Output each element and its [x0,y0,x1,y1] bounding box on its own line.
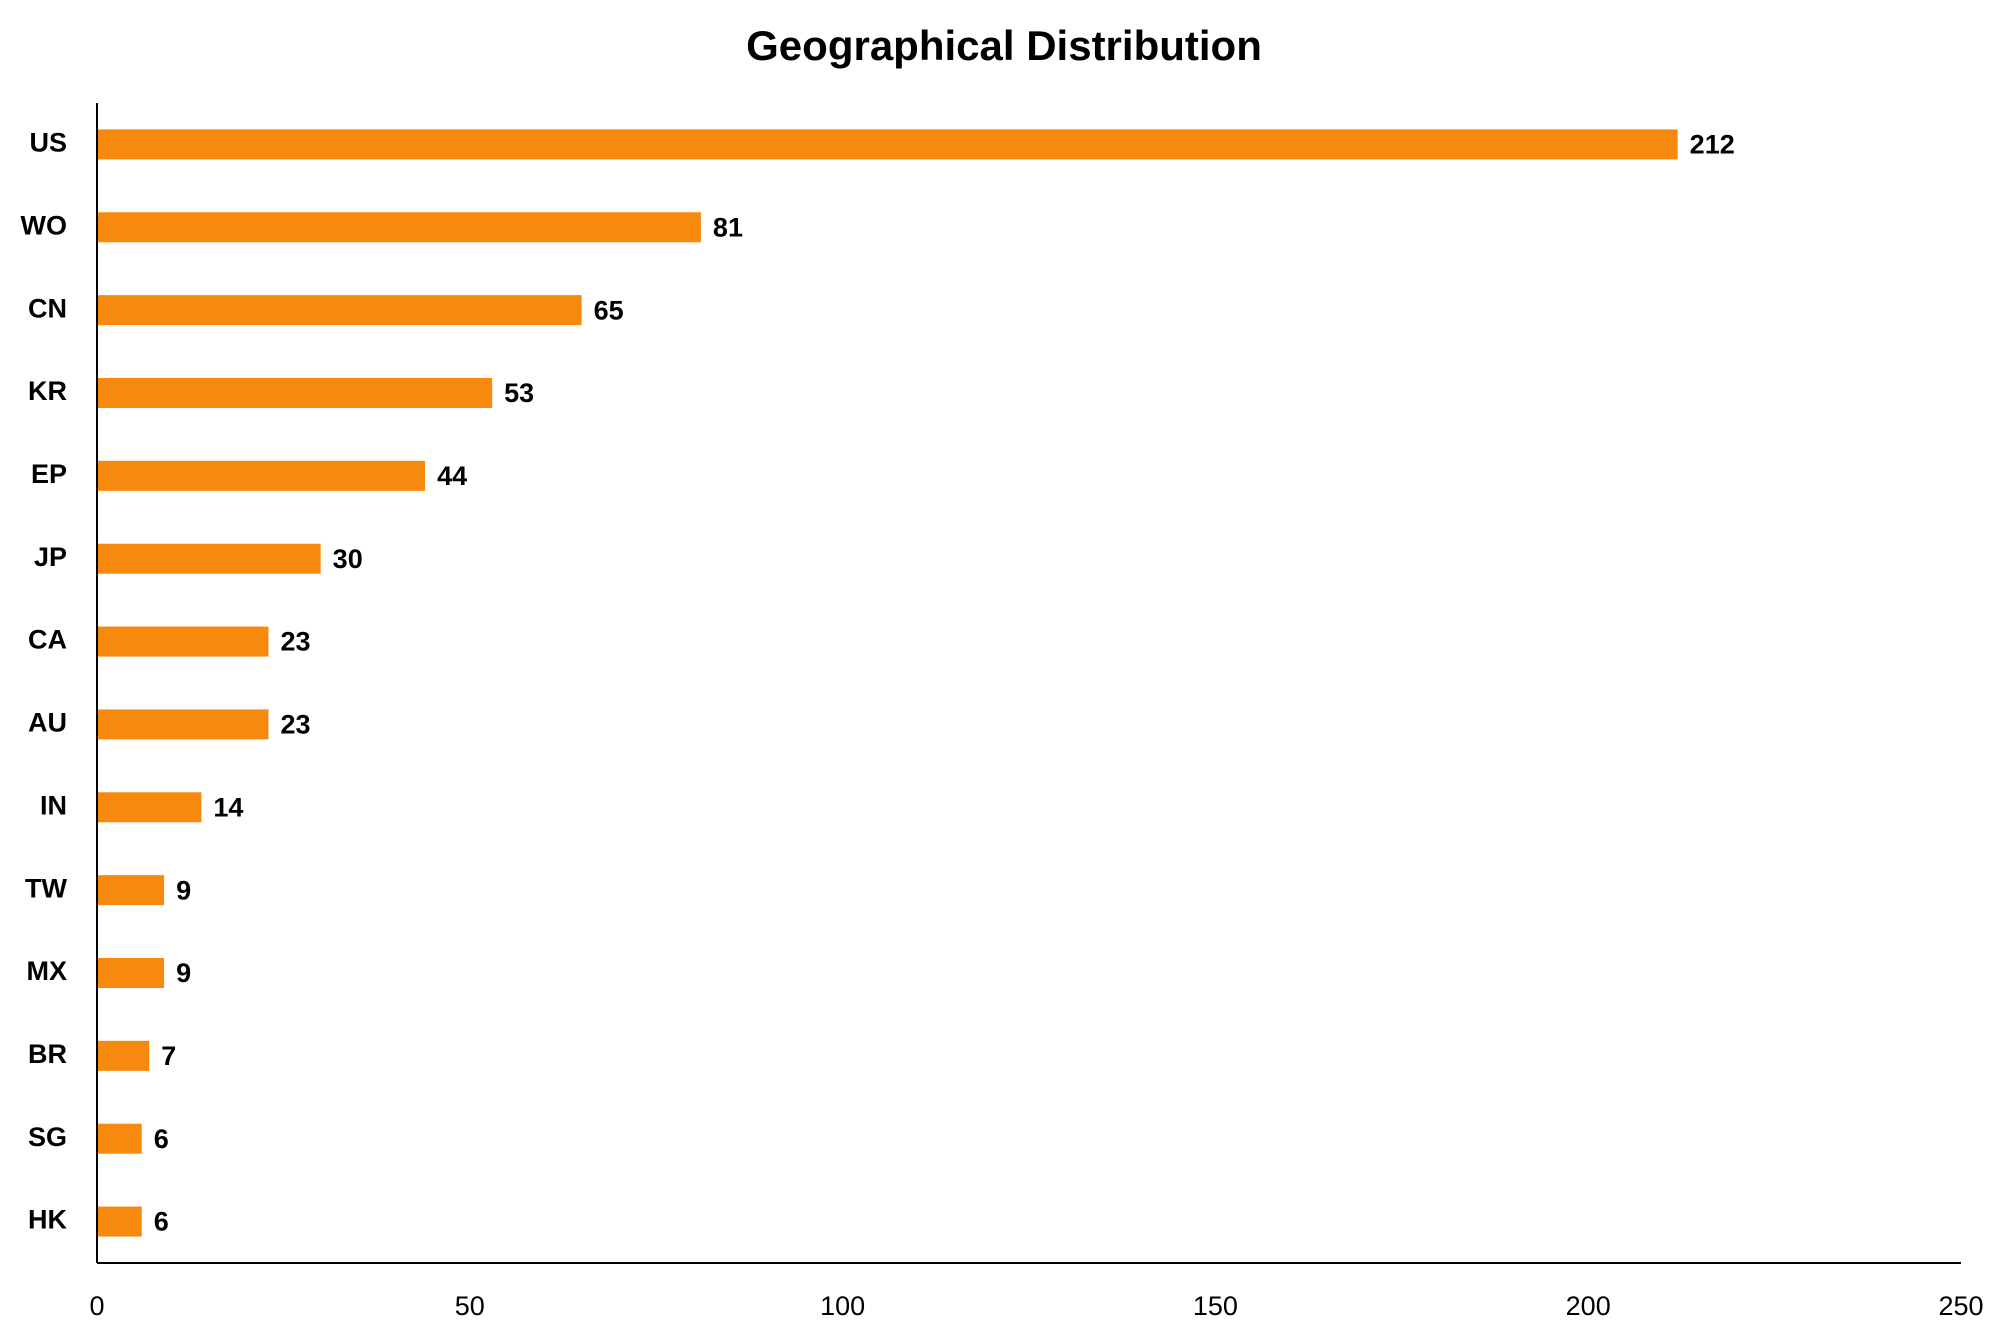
y-tick-label: CN [28,293,67,323]
bar [97,1123,142,1154]
bar [97,792,202,823]
value-label: 65 [594,295,624,325]
value-label: 44 [437,461,467,491]
chart-title: Geographical Distribution [746,22,1262,69]
value-label: 23 [280,710,310,740]
bar [97,295,582,326]
x-tick-label: 150 [1193,1291,1238,1321]
bar [97,212,701,243]
y-tick-label: US [29,128,67,158]
y-tick-label: TW [25,873,67,903]
bar [97,460,426,491]
y-tick-label: JP [34,542,67,572]
value-label: 6 [154,1124,169,1154]
y-tick-label: HK [28,1205,67,1235]
y-tick-label: KR [28,376,67,406]
x-tick-label: 200 [1566,1291,1611,1321]
value-label: 9 [176,958,191,988]
value-label: 9 [176,875,191,905]
value-label: 14 [213,792,243,822]
y-tick-label: EP [31,459,67,489]
value-label: 53 [504,378,534,408]
value-label: 7 [161,1041,176,1071]
value-label: 30 [333,544,363,574]
x-tick-label: 100 [820,1291,865,1321]
bar [97,129,1678,160]
bar [97,1206,142,1237]
value-label: 6 [154,1207,169,1237]
value-label: 212 [1690,130,1735,160]
bar [97,958,165,988]
y-tick-label: SG [28,1122,67,1152]
bar [97,626,269,657]
x-tick-label: 0 [89,1291,104,1321]
bar [97,709,269,740]
bar [97,875,165,906]
y-tick-label: IN [40,790,67,820]
bar [97,543,321,574]
y-tick-label: BR [28,1039,67,1069]
value-label: 23 [280,627,310,657]
value-label: 81 [713,212,743,242]
y-tick-label: CA [28,625,67,655]
bar [97,378,493,408]
bar [97,1040,150,1071]
x-tick-label: 50 [455,1291,485,1321]
y-tick-label: AU [28,708,67,738]
x-tick-label: 250 [1938,1291,1983,1321]
y-tick-label: MX [27,956,68,986]
y-tick-label: WO [21,210,68,240]
